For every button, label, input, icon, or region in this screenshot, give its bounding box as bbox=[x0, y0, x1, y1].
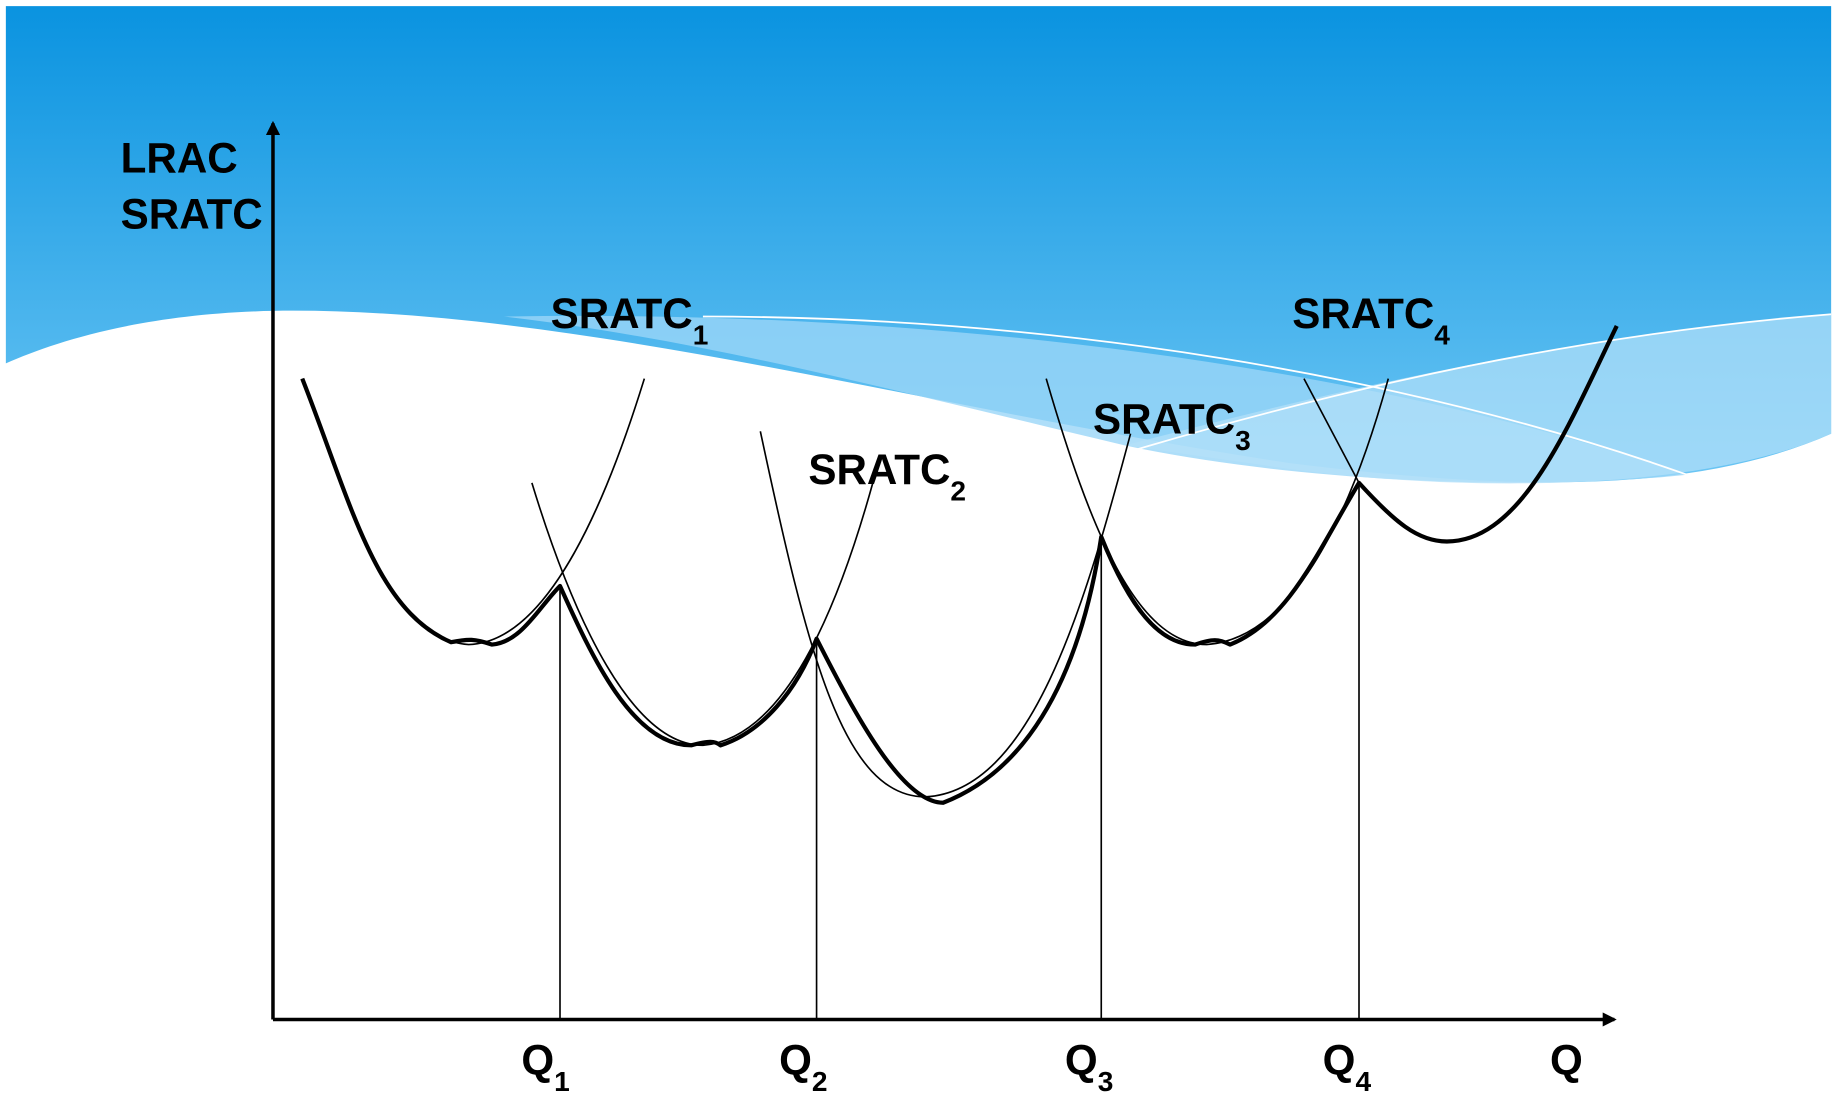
quantity-label: Q4 bbox=[1323, 1037, 1372, 1097]
sratc-curve bbox=[531, 482, 874, 747]
curve-label-sub: 1 bbox=[693, 320, 709, 351]
wave-line bbox=[702, 315, 1688, 476]
y-axis-label: SRATC bbox=[121, 191, 263, 238]
quantity-label: Q2 bbox=[779, 1037, 827, 1097]
wave-line bbox=[1130, 313, 1832, 453]
curve-label-sub: 4 bbox=[1434, 320, 1450, 351]
y-axis-label: LRAC bbox=[121, 134, 238, 181]
curve-label-text: SRATC bbox=[808, 446, 950, 493]
quantity-label-text: Q bbox=[521, 1037, 554, 1084]
curve-label-text: SRATC bbox=[551, 290, 693, 337]
curve-label: SRATC4 bbox=[1292, 290, 1450, 350]
quantity-label: Q3 bbox=[1065, 1037, 1113, 1097]
quantity-label-text: Q bbox=[779, 1037, 812, 1084]
quantity-label-text: Q bbox=[1065, 1037, 1098, 1084]
quantity-label-sub: 2 bbox=[812, 1066, 828, 1097]
quantity-label-text: Q bbox=[1323, 1037, 1356, 1084]
quantity-label-sub: 1 bbox=[554, 1066, 570, 1097]
curve-label: SRATC1 bbox=[551, 290, 709, 350]
quantity-label-sub: 4 bbox=[1355, 1066, 1371, 1097]
curve-label: SRATC3 bbox=[1093, 396, 1251, 456]
curve-label: SRATC2 bbox=[808, 446, 966, 506]
quantity-label: Q1 bbox=[521, 1037, 569, 1097]
x-axis-label: Q bbox=[1550, 1037, 1583, 1084]
sratc-curve bbox=[1303, 378, 1360, 484]
curve-label-text: SRATC bbox=[1292, 290, 1434, 337]
curve-label-sub: 3 bbox=[1235, 425, 1251, 456]
sky-band bbox=[5, 6, 1832, 483]
wave-light bbox=[1124, 314, 1832, 484]
curve-label-text: SRATC bbox=[1093, 396, 1235, 443]
curve-label-sub: 2 bbox=[950, 475, 966, 506]
quantity-label-sub: 3 bbox=[1098, 1066, 1114, 1097]
